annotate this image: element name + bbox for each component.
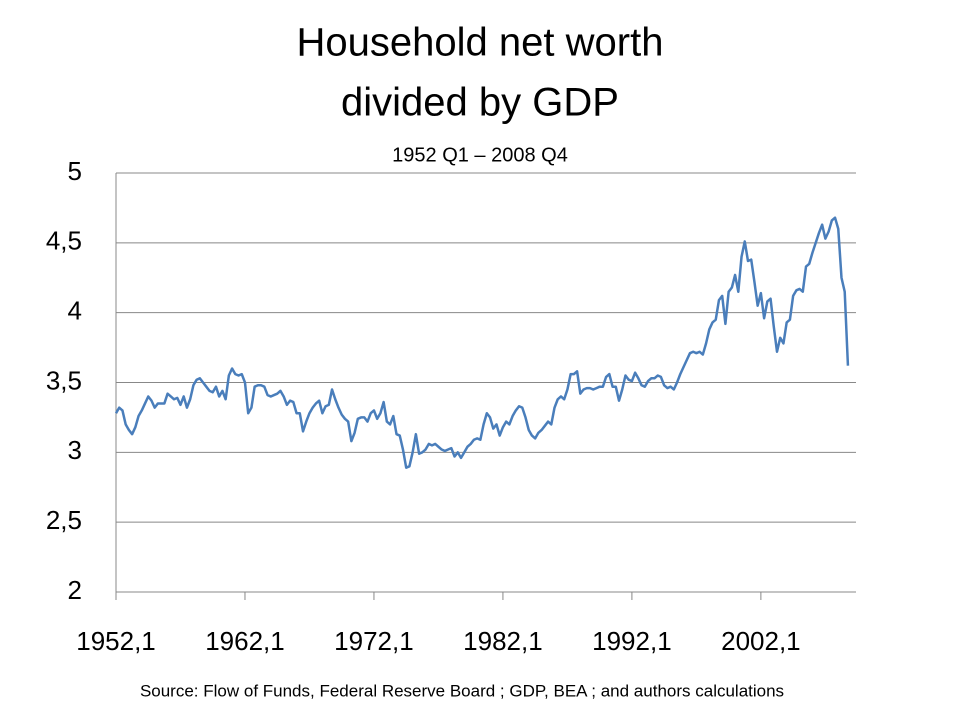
x-tick-label: 1982,1: [463, 626, 543, 656]
y-tick-label: 3: [68, 435, 82, 465]
chart-subtitle: 1952 Q1 – 2008 Q4: [392, 144, 568, 166]
y-tick-label: 5: [68, 156, 82, 186]
y-tick-label: 2: [68, 575, 82, 605]
x-tick-label: 2002,1: [721, 626, 801, 656]
x-tick-label: 1972,1: [334, 626, 414, 656]
chart-title: Household net worth: [297, 21, 664, 65]
x-tick-label: 1962,1: [205, 626, 285, 656]
y-tick-label: 4: [68, 296, 82, 326]
y-tick-label: 2,5: [46, 505, 82, 535]
data-line: [114, 216, 850, 469]
x-tick-label: 1992,1: [592, 626, 672, 656]
y-tick-label: 4,5: [46, 226, 82, 256]
chart-title: divided by GDP: [341, 81, 619, 125]
source-note: Source: Flow of Funds, Federal Reserve B…: [140, 681, 784, 700]
y-tick-label: 3,5: [46, 365, 82, 395]
x-tick-label: 1952,1: [76, 626, 156, 656]
